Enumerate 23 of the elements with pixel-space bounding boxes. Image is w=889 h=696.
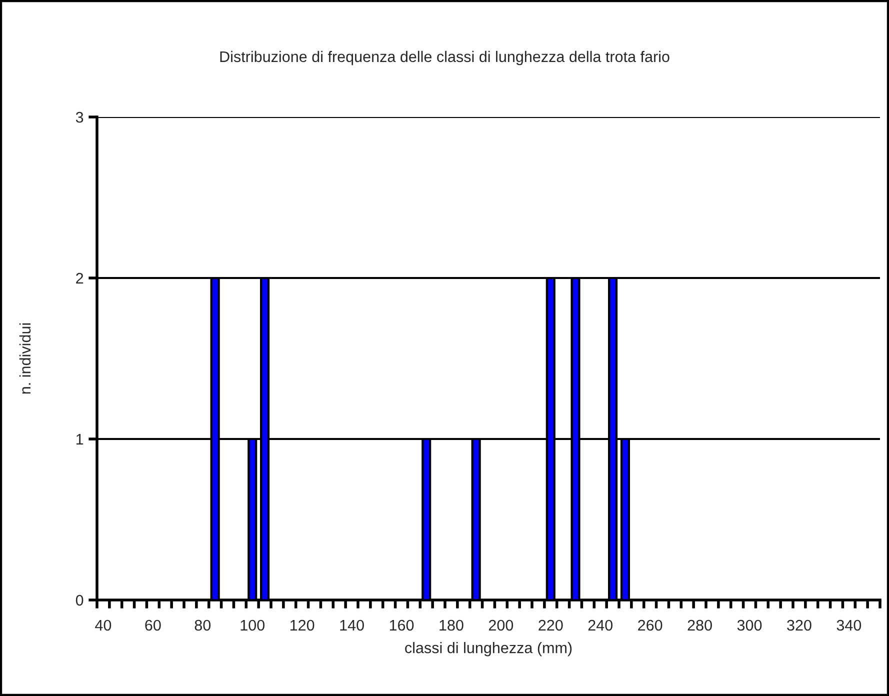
x-tick-label: 80 (194, 620, 211, 631)
y-tick-label: 3 (76, 112, 84, 123)
x-tick-label: 180 (440, 620, 464, 631)
x-tick-label: 300 (737, 620, 762, 631)
x-tick-label: 280 (688, 620, 712, 631)
x-tick-label: 260 (638, 620, 662, 631)
x-tick-label: 40 (95, 620, 112, 631)
chart-title: Distribuzione di frequenza delle classi di lunghezza della trota fario (220, 50, 670, 66)
y-tick-label: 2 (76, 272, 84, 284)
x-tick-label: 240 (588, 620, 613, 631)
x-axis-title: classi di lunghezza (mm) (405, 642, 572, 656)
x-tick-label: 320 (787, 620, 812, 631)
x-tick-label: 140 (340, 620, 364, 631)
x-tick-label: 120 (290, 620, 314, 631)
y-tick-label: 0 (76, 594, 84, 606)
x-tick-label: 340 (836, 620, 862, 631)
x-tick-label: 60 (145, 620, 161, 631)
y-tick-label: 1 (76, 434, 84, 445)
x-tick-label: 220 (538, 620, 563, 631)
y-axis-title: n. individui (19, 323, 31, 394)
x-tick-label: 200 (488, 620, 514, 631)
x-tick-label: 100 (240, 620, 265, 631)
x-tick-label: 160 (390, 620, 414, 631)
